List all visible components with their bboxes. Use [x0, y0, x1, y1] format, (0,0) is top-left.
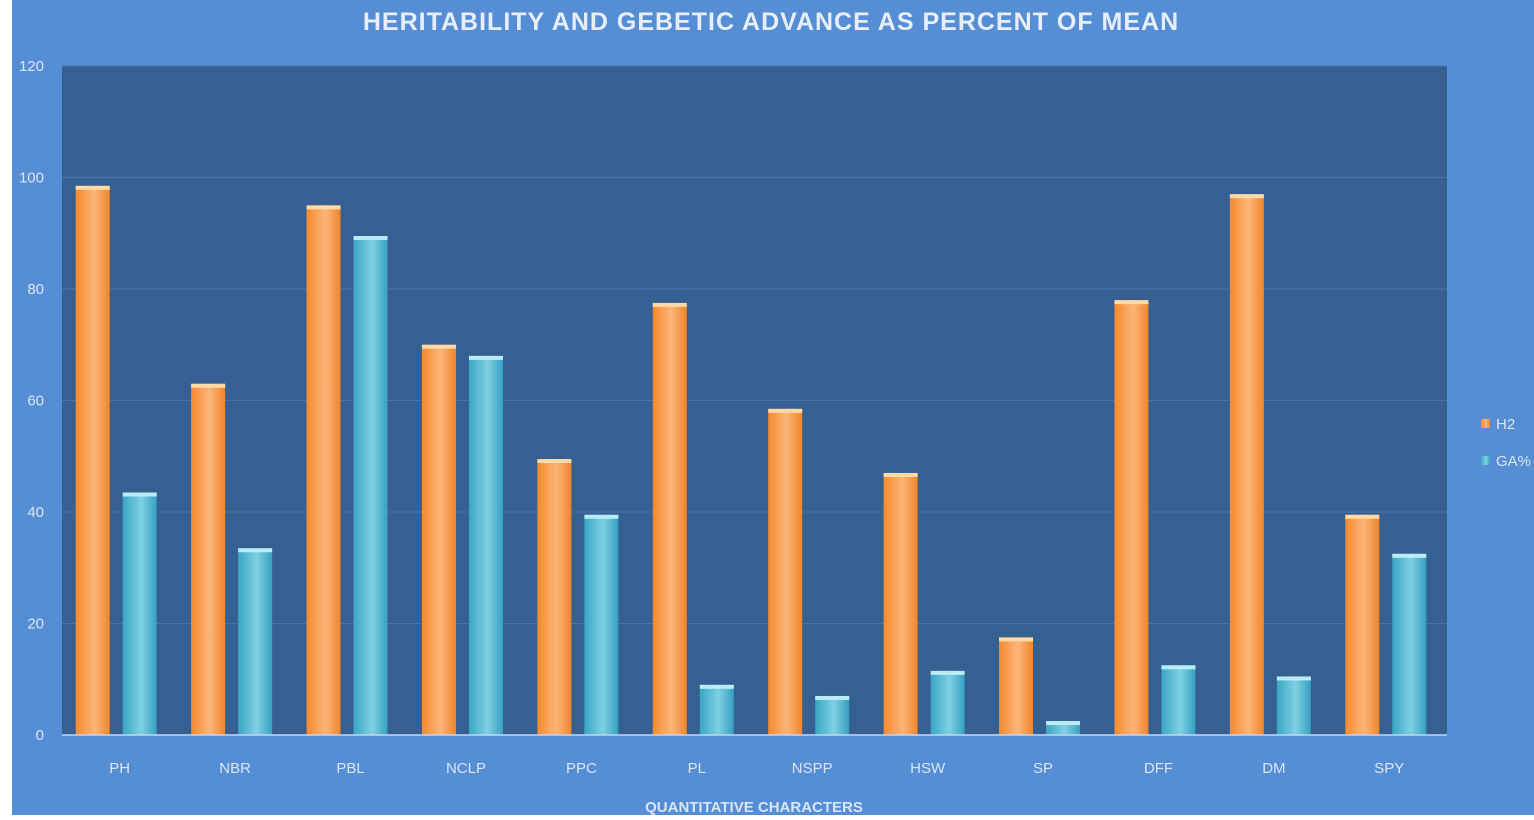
- y-tick-label: 40: [27, 504, 44, 521]
- bar-h2-dff: [1114, 300, 1149, 735]
- bar-cap-h2-dm: [1229, 194, 1264, 199]
- x-axis-ticks: PH NBR PBL NCLP PPC PL NSPP HSW SP DFF DM SPY: [109, 760, 1404, 777]
- bar-cap-ga-spy: [1392, 553, 1427, 558]
- bar-ga-pbl: [353, 236, 388, 735]
- bar-ga-hsw: [930, 670, 965, 735]
- x-tick-label: PPC: [566, 760, 597, 777]
- bar-cap-h2-ppc: [537, 459, 572, 464]
- bar-h2-nclp: [421, 344, 456, 735]
- bar-cap-ga-pbl: [353, 236, 388, 241]
- x-tick-label: SP: [1033, 760, 1053, 777]
- bar-h2-nbr: [191, 383, 226, 735]
- bar-cap-h2-pl: [652, 302, 687, 307]
- bar-cap-ga-nclp: [468, 355, 503, 360]
- y-axis-ticks: 0 20 40 60 80 100 120: [19, 58, 44, 744]
- bar-ga-nbr: [238, 548, 273, 735]
- legend: H2 GA%: [1481, 416, 1531, 470]
- bar-cap-ga-hsw: [930, 670, 965, 675]
- bar-ga-ppc: [584, 514, 619, 735]
- y-tick-label: 100: [19, 170, 44, 187]
- legend-swatch-h2: [1481, 419, 1490, 428]
- bar-h2-dm: [1229, 194, 1264, 736]
- legend-swatch-ga: [1481, 456, 1490, 465]
- bar-cap-ga-nspp: [815, 695, 850, 700]
- y-tick-label: 0: [36, 727, 44, 744]
- bar-cap-ga-ph: [122, 492, 157, 497]
- bar-cap-ga-dm: [1276, 676, 1311, 681]
- bar-cap-ga-pl: [699, 684, 734, 689]
- x-tick-label: NBR: [219, 760, 251, 777]
- y-tick-label: 80: [27, 281, 44, 298]
- bar-h2-pbl: [306, 205, 341, 735]
- chart-title: HERITABILITY AND GEBETIC ADVANCE AS PERC…: [363, 8, 1179, 36]
- x-tick-label: NCLP: [446, 760, 486, 777]
- bar-h2-nspp: [768, 408, 803, 735]
- bar-cap-h2-nclp: [421, 344, 456, 349]
- x-tick-label: DFF: [1144, 760, 1173, 777]
- bar-ga-nspp: [815, 695, 850, 735]
- bar-cap-h2-ph: [75, 185, 110, 190]
- bar-cap-h2-nbr: [191, 383, 226, 388]
- bar-cap-h2-dff: [1114, 300, 1149, 305]
- bar-cap-ga-dff: [1161, 665, 1196, 670]
- bar-cap-h2-sp: [999, 637, 1034, 642]
- x-tick-label: PH: [109, 760, 130, 777]
- bar-cap-ga-sp: [1046, 721, 1081, 726]
- x-tick-label: SPY: [1374, 760, 1404, 777]
- bar-h2-ph: [75, 185, 110, 736]
- x-axis-title: QUANTITATIVE CHARACTERS: [645, 799, 863, 815]
- gridlines: [62, 65, 1447, 624]
- y-tick-label: 120: [19, 58, 44, 75]
- legend-label-ga: GA%: [1496, 453, 1531, 470]
- bar-cap-ga-nbr: [238, 548, 273, 553]
- bar-h2-sp: [999, 637, 1034, 735]
- bar-cap-h2-nspp: [768, 408, 803, 413]
- bar-ga-dm: [1276, 676, 1311, 735]
- bar-ga-spy: [1392, 553, 1427, 735]
- x-tick-label: PL: [688, 760, 706, 777]
- bar-h2-pl: [652, 302, 687, 735]
- legend-label-h2: H2: [1496, 416, 1515, 433]
- x-tick-label: NSPP: [792, 760, 833, 777]
- bar-ga-ph: [122, 492, 157, 735]
- bar-h2-ppc: [537, 459, 572, 735]
- y-tick-label: 60: [27, 393, 44, 410]
- bar-cap-h2-spy: [1345, 514, 1380, 519]
- bar-h2-hsw: [883, 472, 918, 735]
- bars: [75, 185, 1427, 736]
- bar-ga-dff: [1161, 665, 1196, 735]
- y-tick-label: 20: [27, 616, 44, 633]
- bar-cap-h2-hsw: [883, 472, 918, 477]
- x-tick-label: DM: [1262, 760, 1285, 777]
- bar-cap-h2-pbl: [306, 205, 341, 210]
- bar-cap-ga-ppc: [584, 514, 619, 519]
- bar-h2-spy: [1345, 514, 1380, 735]
- x-tick-label: PBL: [336, 760, 364, 777]
- bar-ga-nclp: [468, 355, 503, 735]
- bar-ga-pl: [699, 684, 734, 735]
- x-tick-label: HSW: [910, 760, 946, 777]
